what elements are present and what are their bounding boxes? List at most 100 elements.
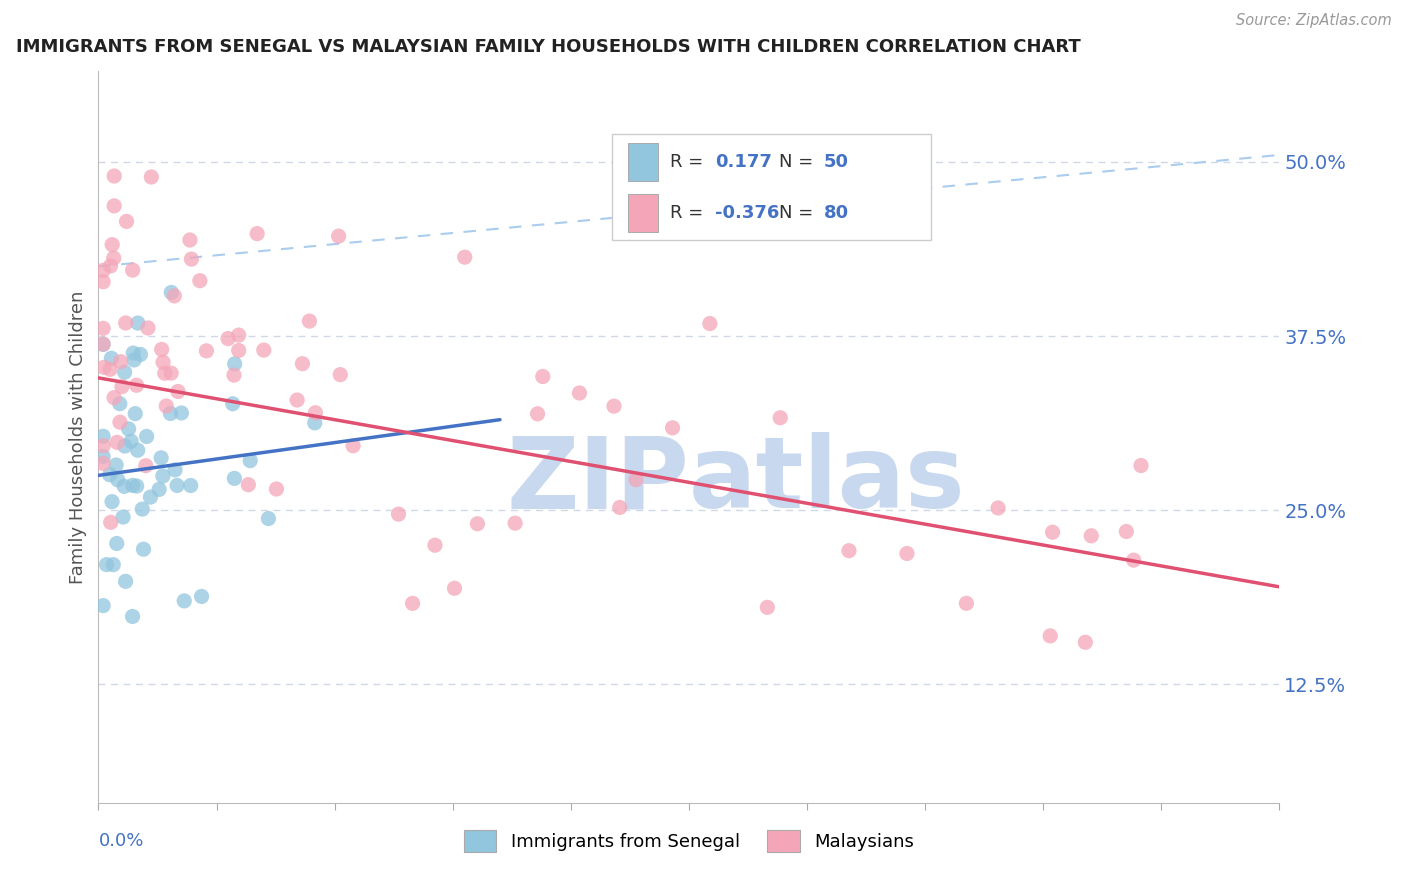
Text: 0.177: 0.177: [714, 153, 772, 171]
Point: [91, 263, 114, 277]
Point: [163, 289, 186, 303]
Point: [239, 453, 262, 467]
Point: [101, 237, 124, 252]
Text: R =: R =: [671, 204, 709, 222]
Point: [228, 343, 250, 358]
Point: [148, 483, 170, 497]
Point: [238, 477, 260, 491]
Point: [160, 285, 183, 300]
Text: atlas: atlas: [689, 433, 966, 530]
Point: [91, 429, 114, 443]
Point: [101, 494, 124, 508]
Point: [103, 169, 125, 183]
Text: 80: 80: [824, 204, 849, 222]
Point: [127, 316, 149, 330]
Point: [110, 354, 132, 368]
Point: [107, 473, 129, 487]
Text: IMMIGRANTS FROM SENEGAL VS MALAYSIAN FAMILY HOUSEHOLDS WITH CHILDREN CORRELATION: IMMIGRANTS FROM SENEGAL VS MALAYSIAN FAM…: [15, 38, 1080, 56]
Point: [91, 337, 114, 351]
Point: [103, 199, 125, 213]
Point: [756, 600, 779, 615]
Point: [329, 368, 352, 382]
Point: [132, 542, 155, 557]
Point: [108, 415, 131, 429]
Point: [228, 328, 250, 343]
Point: [124, 407, 146, 421]
Point: [195, 343, 218, 358]
Point: [135, 429, 157, 443]
Point: [896, 547, 918, 561]
Point: [121, 263, 143, 277]
Point: [304, 416, 326, 430]
Point: [423, 538, 446, 552]
Point: [1130, 458, 1153, 473]
Point: [224, 471, 246, 485]
Point: [91, 321, 114, 335]
Point: [152, 469, 174, 483]
Point: [120, 434, 142, 449]
Point: [91, 439, 114, 453]
Point: [125, 479, 148, 493]
Point: [304, 406, 326, 420]
Point: [222, 368, 245, 383]
Point: [111, 379, 134, 393]
FancyBboxPatch shape: [612, 134, 931, 240]
Point: [609, 500, 631, 515]
Point: [160, 366, 183, 380]
Point: [114, 365, 136, 379]
Point: [135, 458, 157, 473]
Point: [987, 500, 1010, 515]
Point: [100, 259, 122, 273]
Point: [955, 596, 977, 610]
Point: [98, 467, 121, 482]
Point: [139, 490, 162, 504]
Point: [387, 507, 409, 521]
Point: [180, 252, 202, 266]
Point: [150, 450, 173, 465]
Point: [246, 227, 269, 241]
Point: [1080, 529, 1102, 543]
Point: [624, 473, 647, 487]
Point: [568, 386, 591, 401]
Point: [153, 366, 176, 380]
Point: [114, 439, 136, 453]
Point: [699, 317, 721, 331]
Point: [328, 229, 350, 244]
Text: N =: N =: [779, 153, 818, 171]
Point: [136, 321, 159, 335]
Point: [179, 233, 201, 247]
Point: [166, 478, 188, 492]
Point: [1115, 524, 1137, 539]
Legend: Immigrants from Senegal, Malaysians: Immigrants from Senegal, Malaysians: [457, 823, 921, 860]
Point: [838, 543, 860, 558]
Point: [127, 443, 149, 458]
Point: [114, 316, 136, 330]
Point: [100, 351, 122, 366]
Point: [105, 458, 128, 472]
Point: [129, 347, 152, 361]
Point: [163, 463, 186, 477]
Y-axis label: Family Households with Children: Family Households with Children: [69, 291, 87, 583]
Point: [155, 399, 177, 413]
Point: [98, 362, 121, 376]
Text: 0.0%: 0.0%: [98, 832, 143, 850]
Point: [100, 516, 122, 530]
Point: [103, 391, 125, 405]
Point: [253, 343, 276, 357]
Point: [531, 369, 554, 384]
Point: [112, 510, 135, 524]
Point: [1039, 629, 1062, 643]
Point: [285, 392, 308, 407]
Point: [91, 275, 114, 289]
FancyBboxPatch shape: [627, 194, 658, 232]
Point: [150, 343, 173, 357]
Point: [224, 357, 246, 371]
Point: [121, 609, 143, 624]
Point: [222, 397, 245, 411]
Point: [503, 516, 526, 531]
Point: [105, 536, 128, 550]
Point: [96, 558, 118, 572]
Point: [443, 582, 465, 596]
Text: 50: 50: [824, 153, 849, 171]
Point: [152, 355, 174, 369]
